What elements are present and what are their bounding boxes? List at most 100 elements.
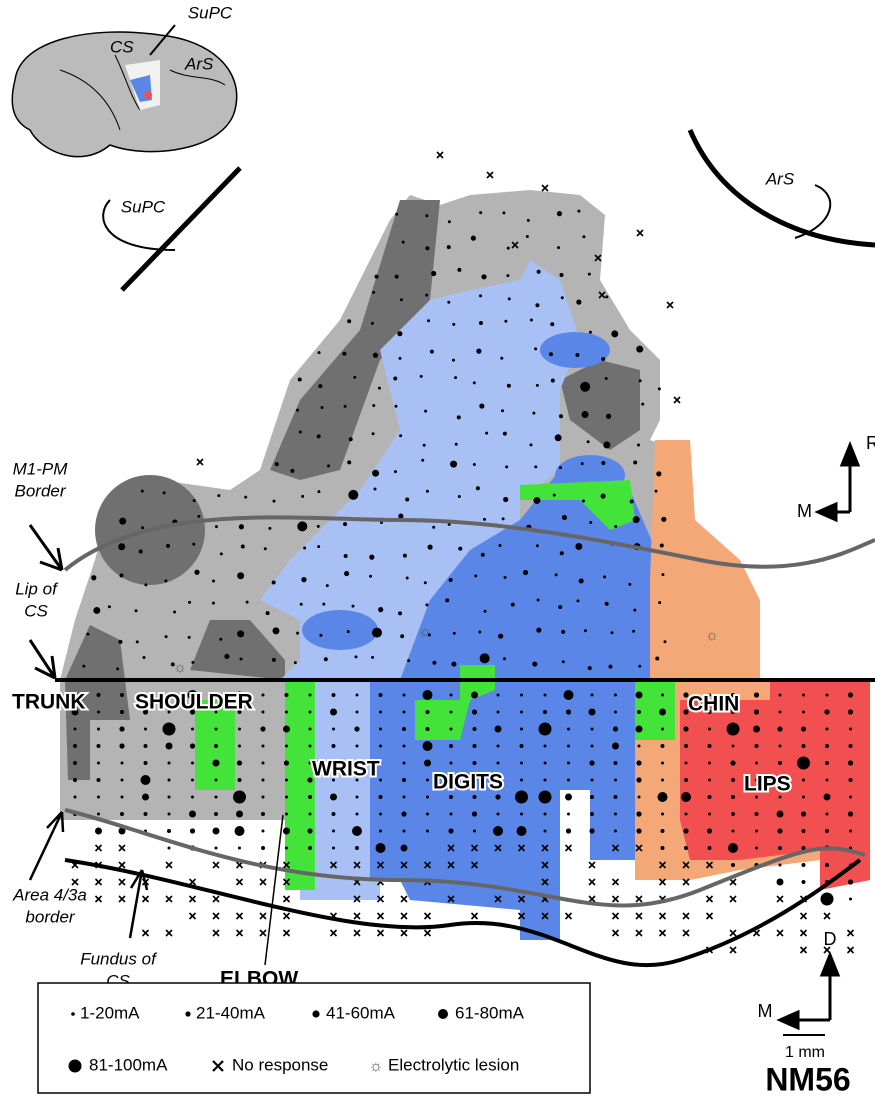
site xyxy=(708,779,711,782)
site xyxy=(707,828,712,833)
site xyxy=(403,554,407,558)
site xyxy=(164,579,167,582)
legend-label: 41-60mA xyxy=(326,1003,396,1022)
site xyxy=(484,610,487,613)
site xyxy=(683,726,688,731)
site xyxy=(708,728,711,731)
site xyxy=(220,552,223,555)
site xyxy=(215,796,218,799)
region-label: DIGITS xyxy=(433,771,503,794)
site xyxy=(261,846,265,850)
site xyxy=(535,303,539,307)
site xyxy=(121,796,124,799)
site xyxy=(450,461,457,468)
site xyxy=(197,515,200,518)
site xyxy=(74,728,77,731)
site xyxy=(520,694,523,697)
site xyxy=(527,219,530,222)
site xyxy=(120,693,124,697)
site xyxy=(285,779,288,782)
site xyxy=(372,470,379,477)
site xyxy=(97,693,101,697)
site xyxy=(508,297,511,300)
site xyxy=(406,576,409,579)
site xyxy=(708,744,712,748)
site xyxy=(344,554,348,558)
site xyxy=(375,275,379,279)
site xyxy=(503,497,508,502)
site xyxy=(303,546,306,549)
site xyxy=(351,605,354,608)
site xyxy=(555,573,558,576)
site xyxy=(824,794,831,801)
site xyxy=(327,464,330,467)
site xyxy=(483,518,486,521)
site xyxy=(317,434,321,438)
site xyxy=(378,387,381,390)
site xyxy=(778,846,782,850)
blue-area xyxy=(540,332,610,368)
site xyxy=(356,796,359,799)
site xyxy=(471,236,476,241)
site xyxy=(261,812,265,816)
no-response xyxy=(437,152,443,158)
no-response xyxy=(777,930,783,936)
site xyxy=(614,795,618,799)
inset-label: ArS xyxy=(184,54,214,73)
border-label: Fundus of xyxy=(80,949,158,968)
site xyxy=(452,359,455,362)
site xyxy=(121,762,124,765)
site xyxy=(332,847,335,850)
site xyxy=(91,575,96,580)
site xyxy=(549,352,553,356)
site xyxy=(212,602,215,605)
direction-label: R xyxy=(866,433,875,453)
site xyxy=(332,728,335,731)
site xyxy=(600,493,605,498)
site xyxy=(507,247,510,250)
site xyxy=(588,273,591,276)
border-label: Border xyxy=(14,481,66,500)
no-response xyxy=(848,930,854,936)
site xyxy=(777,811,784,818)
site xyxy=(821,893,834,906)
site xyxy=(501,409,504,412)
site xyxy=(238,778,242,782)
site xyxy=(173,610,176,613)
site xyxy=(605,602,609,606)
legend-label: 81-100mA xyxy=(89,1055,168,1074)
site xyxy=(332,812,336,816)
site xyxy=(453,632,456,635)
site xyxy=(589,709,596,716)
site xyxy=(301,577,306,582)
site xyxy=(589,521,592,524)
site xyxy=(497,745,500,748)
site xyxy=(215,847,218,850)
site xyxy=(826,779,829,782)
site xyxy=(681,792,691,802)
site xyxy=(372,291,375,294)
site xyxy=(118,640,122,644)
site xyxy=(802,880,806,884)
site xyxy=(500,357,503,360)
site xyxy=(420,375,423,378)
site xyxy=(193,499,196,502)
site xyxy=(213,760,220,767)
site xyxy=(481,274,486,279)
site xyxy=(272,658,276,662)
site xyxy=(191,762,194,765)
direction-label: M xyxy=(797,501,812,521)
site xyxy=(639,379,642,382)
site xyxy=(476,486,480,490)
no-response xyxy=(801,947,807,953)
site xyxy=(708,762,711,765)
site xyxy=(638,745,641,748)
site xyxy=(268,527,271,530)
site xyxy=(555,434,562,441)
site xyxy=(731,812,735,816)
site xyxy=(301,495,304,498)
site xyxy=(630,499,634,503)
site xyxy=(379,711,382,714)
site xyxy=(533,497,540,504)
site xyxy=(403,830,406,833)
